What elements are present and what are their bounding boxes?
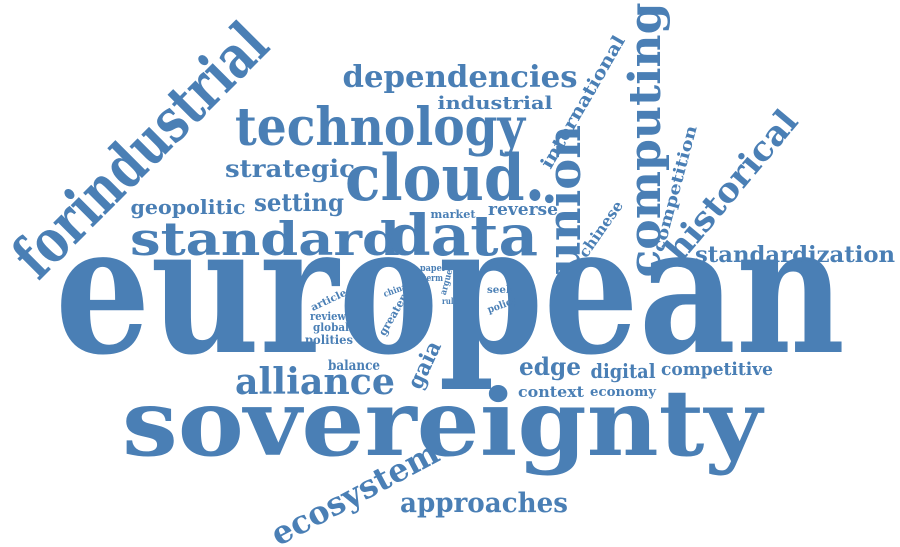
- word-economy: economy: [590, 385, 656, 400]
- word-alliance: alliance: [235, 361, 395, 403]
- word-standard: standard: [130, 212, 400, 266]
- word-seek: seek: [487, 285, 514, 296]
- word-sovereignty: sovereignty: [122, 369, 765, 477]
- word-market: market: [431, 208, 477, 221]
- word-reverse: reverse: [488, 200, 558, 220]
- word-standardization: standardization: [695, 242, 895, 268]
- word-dependencies: dependencies: [343, 60, 578, 95]
- word-polities: polities: [305, 333, 353, 347]
- word-context: context: [518, 383, 584, 401]
- word-strategic: strategic: [225, 154, 355, 183]
- word-edge: edge: [519, 352, 581, 381]
- word-paper: paper: [420, 264, 446, 274]
- word-digital: digital: [591, 359, 656, 383]
- word-term: term: [423, 274, 443, 284]
- word-approaches: approaches: [400, 488, 568, 519]
- word-competitive: competitive: [661, 359, 773, 380]
- word-rule: rule: [442, 296, 458, 306]
- word-industrial: industrial: [438, 93, 553, 114]
